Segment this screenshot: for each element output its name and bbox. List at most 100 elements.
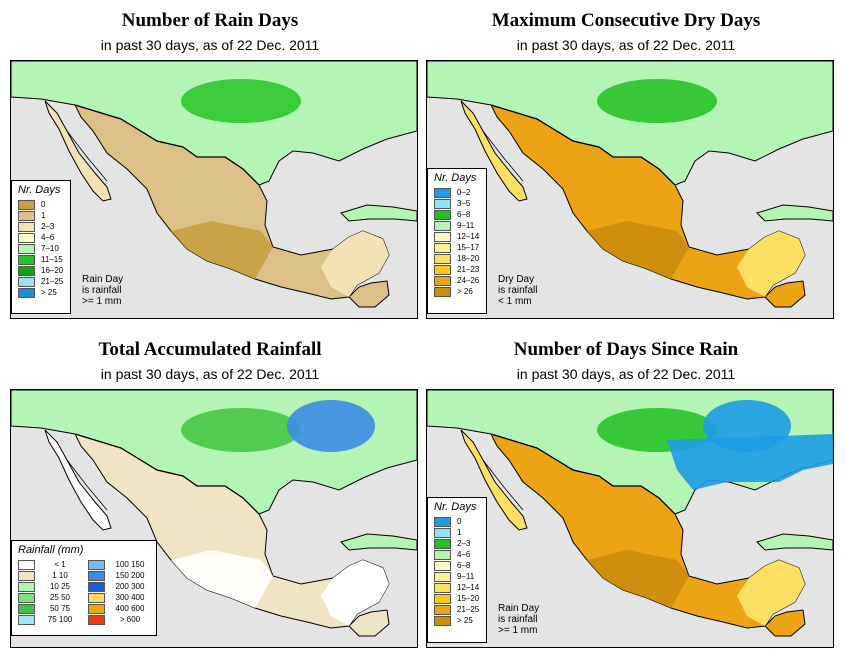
legend-row: 9–11 bbox=[428, 220, 486, 231]
legend-label: 21–23 bbox=[457, 265, 480, 274]
legend-label: 10 25 bbox=[49, 582, 71, 591]
legend-label: 0–2 bbox=[457, 188, 471, 197]
legend-label: 6–8 bbox=[457, 561, 471, 570]
southern-mexico-region bbox=[587, 221, 689, 279]
legend-row: 50 75 bbox=[16, 603, 82, 614]
yucatan-region bbox=[321, 231, 389, 297]
legend-title: Nr. Days bbox=[434, 172, 477, 184]
panel-rain-days: Number of Rain Days in past 30 days, as … bbox=[0, 0, 420, 329]
legend-swatch bbox=[434, 231, 451, 242]
legend-label: 400 600 bbox=[115, 604, 145, 613]
legend-swatch bbox=[434, 264, 451, 275]
legend-swatch bbox=[88, 581, 105, 592]
legend-row: 2–3 bbox=[12, 221, 70, 232]
legend-row: 10 25 bbox=[16, 581, 82, 592]
legend-swatch bbox=[18, 243, 35, 254]
cuba bbox=[340, 533, 417, 551]
legend-row: 6–8 bbox=[428, 209, 486, 220]
legend-row: 200 300 bbox=[86, 581, 152, 592]
map-svg bbox=[427, 61, 833, 318]
legend-row: > 25 bbox=[12, 287, 70, 298]
legend-row: 12–14 bbox=[428, 582, 486, 593]
legend-swatch bbox=[434, 220, 451, 231]
legend-row: 9–11 bbox=[428, 571, 486, 582]
panel-subtitle: in past 30 days, as of 22 Dec. 2011 bbox=[516, 366, 736, 382]
legend-row: 21–25 bbox=[12, 276, 70, 287]
note-line: < 1 mm bbox=[498, 296, 532, 307]
map-days-since-rain bbox=[426, 389, 834, 648]
legend-label: 15–20 bbox=[457, 594, 480, 603]
note-line: is rainfall bbox=[82, 285, 122, 296]
central-america bbox=[764, 280, 806, 308]
legend-label: 9–11 bbox=[457, 572, 475, 581]
legend-swatch bbox=[434, 198, 451, 209]
legend-swatch bbox=[18, 581, 35, 592]
legend-row: > 600 bbox=[86, 614, 152, 625]
legend-swatch bbox=[434, 527, 451, 538]
legend-swatch bbox=[434, 571, 451, 582]
legend-swatch bbox=[18, 199, 35, 210]
yucatan-region bbox=[321, 560, 389, 626]
legend-rows: 0 1 2–3 4–6 6–8 9–11 12–14 15–20 21–25 > 25 bbox=[428, 516, 486, 626]
legend-row: > 26 bbox=[428, 286, 486, 297]
legend-row: 2–3 bbox=[428, 538, 486, 549]
legend-swatch bbox=[434, 604, 451, 615]
cuba bbox=[340, 204, 417, 222]
legend-swatch bbox=[18, 592, 35, 603]
legend-label: 9–11 bbox=[457, 221, 475, 230]
legend-label: 11–15 bbox=[41, 255, 63, 264]
legend-swatch bbox=[18, 232, 35, 243]
note-line: is rainfall bbox=[498, 285, 538, 296]
legend-rainfall: Rainfall (mm) < 1 1 10 10 25 25 50 50 75 75 1… bbox=[11, 540, 157, 636]
legend-label: 300 400 bbox=[115, 593, 145, 602]
legend-label: 6–8 bbox=[457, 210, 471, 219]
panel-subtitle: in past 30 days, as of 22 Dec. 2011 bbox=[100, 37, 320, 53]
map-svg bbox=[427, 390, 833, 647]
legend-label: 1 bbox=[41, 211, 46, 220]
note-line: >= 1 mm bbox=[498, 625, 538, 636]
legend-swatch bbox=[434, 560, 451, 571]
legend-rows: 0–2 3–5 6–8 9–11 12–14 15–17 18–20 21–23 24–26 > … bbox=[428, 187, 486, 297]
legend-row: 1 10 bbox=[16, 570, 82, 581]
panel-title: Maximum Consecutive Dry Days bbox=[491, 10, 761, 31]
southern-mexico-region bbox=[171, 221, 273, 279]
legend-label: 7–10 bbox=[41, 244, 59, 253]
legend-label: > 26 bbox=[457, 287, 473, 296]
panel-title: Number of Days Since Rain bbox=[513, 339, 739, 360]
legend-swatch bbox=[88, 592, 105, 603]
legend-swatch bbox=[434, 516, 451, 527]
legend-label: 3–5 bbox=[457, 199, 471, 208]
central-america bbox=[348, 280, 390, 308]
legend-swatch bbox=[88, 614, 105, 625]
legend-dry-days: Nr. Days 0–2 3–5 6–8 9–11 12–14 15–17 18–20 21–… bbox=[427, 168, 487, 314]
legend-swatch bbox=[434, 593, 451, 604]
legend-swatch bbox=[18, 559, 35, 570]
legend-row: 0 bbox=[428, 516, 486, 527]
legend-label: 24–26 bbox=[457, 276, 480, 285]
legend-row: 21–23 bbox=[428, 264, 486, 275]
northern-wet-area bbox=[597, 79, 717, 123]
legend-row: 15–20 bbox=[428, 593, 486, 604]
legend-row: 3–5 bbox=[428, 198, 486, 209]
legend-label: 200 300 bbox=[115, 582, 145, 591]
legend-row: 300 400 bbox=[86, 592, 152, 603]
legend-label: 150 200 bbox=[115, 571, 145, 580]
legend-row: 18–20 bbox=[428, 253, 486, 264]
legend-label: > 25 bbox=[41, 288, 57, 297]
panel-subtitle: in past 30 days, as of 22 Dec. 2011 bbox=[100, 366, 320, 382]
legend-swatch bbox=[434, 242, 451, 253]
legend-label: < 1 bbox=[54, 560, 66, 569]
legend-label: 25 50 bbox=[49, 593, 71, 602]
legend-label: > 600 bbox=[119, 615, 141, 624]
gulf-of-california-coast bbox=[482, 459, 524, 511]
legend-swatch bbox=[18, 603, 35, 614]
legend-label: 4–6 bbox=[457, 550, 471, 559]
legend-row: 25 50 bbox=[16, 592, 82, 603]
legend-row: 0–2 bbox=[428, 187, 486, 198]
us-mexico-border bbox=[74, 104, 260, 186]
legend-label: 2–3 bbox=[457, 539, 471, 548]
legend-label: 4–6 bbox=[41, 233, 55, 242]
legend-swatch bbox=[18, 614, 35, 625]
legend-swatch bbox=[18, 265, 35, 276]
legend-swatch bbox=[434, 549, 451, 560]
